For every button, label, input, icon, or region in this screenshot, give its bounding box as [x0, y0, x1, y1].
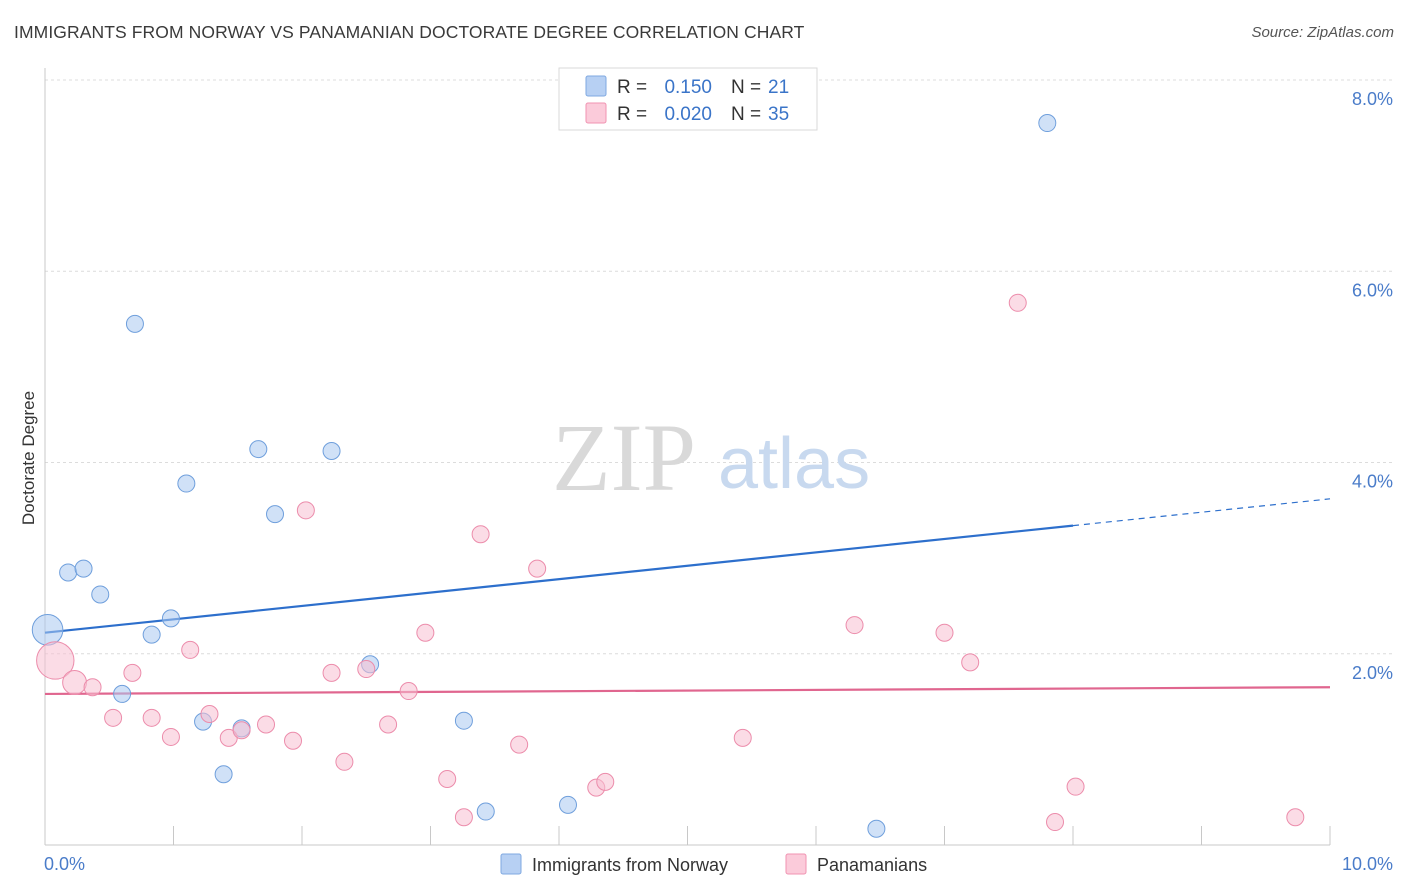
- point-panamanians: [104, 708, 123, 727]
- point-panamanians: [161, 727, 180, 746]
- point-norway: [113, 684, 132, 703]
- point-panamanians: [62, 670, 87, 695]
- point-panamanians: [357, 660, 376, 679]
- point-panamanians: [1066, 777, 1085, 796]
- point-panamanians: [200, 704, 219, 723]
- watermark: ZIP atlas: [552, 404, 870, 511]
- y-tick-label: 2.0%: [1352, 663, 1393, 683]
- point-norway: [1038, 114, 1057, 133]
- point-panamanians: [528, 559, 547, 578]
- legend-n-label-panamanians: N =: [731, 104, 761, 125]
- point-panamanians: [399, 682, 418, 701]
- point-norway: [177, 474, 196, 493]
- point-panamanians: [284, 731, 303, 750]
- point-norway: [125, 314, 144, 333]
- point-panamanians: [322, 663, 341, 682]
- legend-r-value-norway: 0.150: [664, 77, 712, 98]
- x-tick-label-min: 0.0%: [44, 854, 85, 874]
- trend-line-norway: [44, 524, 1074, 634]
- legend-swatch-norway: [585, 75, 607, 97]
- point-panamanians: [416, 623, 435, 642]
- chart-title: IMMIGRANTS FROM NORWAY VS PANAMANIAN DOC…: [14, 22, 805, 42]
- legend-n-value-panamanians: 35: [768, 104, 789, 125]
- point-panamanians: [510, 735, 529, 754]
- point-panamanians: [142, 708, 161, 727]
- point-panamanians: [733, 728, 752, 747]
- series-legend: Immigrants from Norway Panamanians: [500, 853, 927, 875]
- point-panamanians: [454, 808, 473, 827]
- point-panamanians: [296, 501, 315, 520]
- x-tick-label-max: 10.0%: [1342, 854, 1393, 874]
- point-panamanians: [935, 623, 954, 642]
- point-panamanians: [379, 715, 398, 734]
- point-panamanians: [232, 721, 251, 740]
- point-norway: [558, 795, 577, 814]
- point-panamanians: [596, 772, 615, 791]
- point-panamanians: [471, 525, 490, 544]
- legend-n-label-norway: N =: [731, 77, 761, 98]
- y-axis-title: Doctorate Degree: [19, 391, 38, 525]
- gridlines: [45, 79, 1395, 655]
- legend-n-value-norway: 21: [768, 77, 789, 98]
- point-norway: [266, 505, 285, 524]
- trend-line-extension: [1072, 498, 1331, 527]
- legend-r-label-norway: R =: [617, 77, 647, 98]
- point-norway: [476, 802, 495, 821]
- point-norway: [249, 440, 268, 459]
- point-panamanians: [83, 678, 102, 697]
- point-norway: [59, 563, 78, 582]
- y-tick-label: 4.0%: [1352, 472, 1393, 492]
- point-norway: [454, 711, 473, 730]
- point-norway: [74, 559, 93, 578]
- point-norway: [31, 614, 64, 646]
- point-panamanians: [1046, 813, 1065, 832]
- point-norway: [91, 585, 110, 604]
- watermark-atlas: atlas: [718, 424, 870, 504]
- point-panamanians: [257, 715, 276, 734]
- legend-swatch-panamanians: [585, 102, 607, 124]
- watermark-zip: ZIP: [552, 404, 696, 511]
- trend-lines: [44, 498, 1331, 696]
- point-panamanians: [1008, 293, 1027, 312]
- y-tick-label: 6.0%: [1352, 280, 1393, 300]
- correlation-legend: R = 0.150 N = 21 R = 0.020 N = 35: [558, 67, 818, 131]
- point-norway: [867, 819, 886, 838]
- point-panamanians: [181, 640, 200, 659]
- point-panamanians: [335, 752, 354, 771]
- legend-r-value-panamanians: 0.020: [664, 104, 712, 125]
- chart-source: Source: ZipAtlas.com: [1251, 24, 1394, 41]
- legend-r-label-panamanians: R =: [617, 104, 647, 125]
- point-panamanians: [1286, 808, 1305, 827]
- point-norway: [142, 625, 161, 644]
- point-panamanians: [123, 663, 142, 682]
- point-panamanians: [961, 653, 980, 672]
- series-legend-label-panamanians: Panamanians: [817, 855, 927, 875]
- point-norway: [322, 442, 341, 461]
- point-norway: [214, 765, 233, 784]
- axes: 2.0% 4.0% 6.0% 8.0% 0.0% 10.0%: [44, 68, 1393, 874]
- point-panamanians: [438, 770, 457, 789]
- series-legend-swatch-norway: [500, 853, 522, 875]
- trend-line-panamanians: [44, 686, 1331, 696]
- data-points: [31, 114, 1305, 838]
- point-panamanians: [845, 616, 864, 635]
- y-tick-label: 8.0%: [1352, 89, 1393, 109]
- series-legend-swatch-panamanians: [785, 853, 807, 875]
- point-panamanians: [36, 641, 75, 680]
- series-legend-label-norway: Immigrants from Norway: [532, 855, 728, 875]
- point-norway: [161, 609, 180, 628]
